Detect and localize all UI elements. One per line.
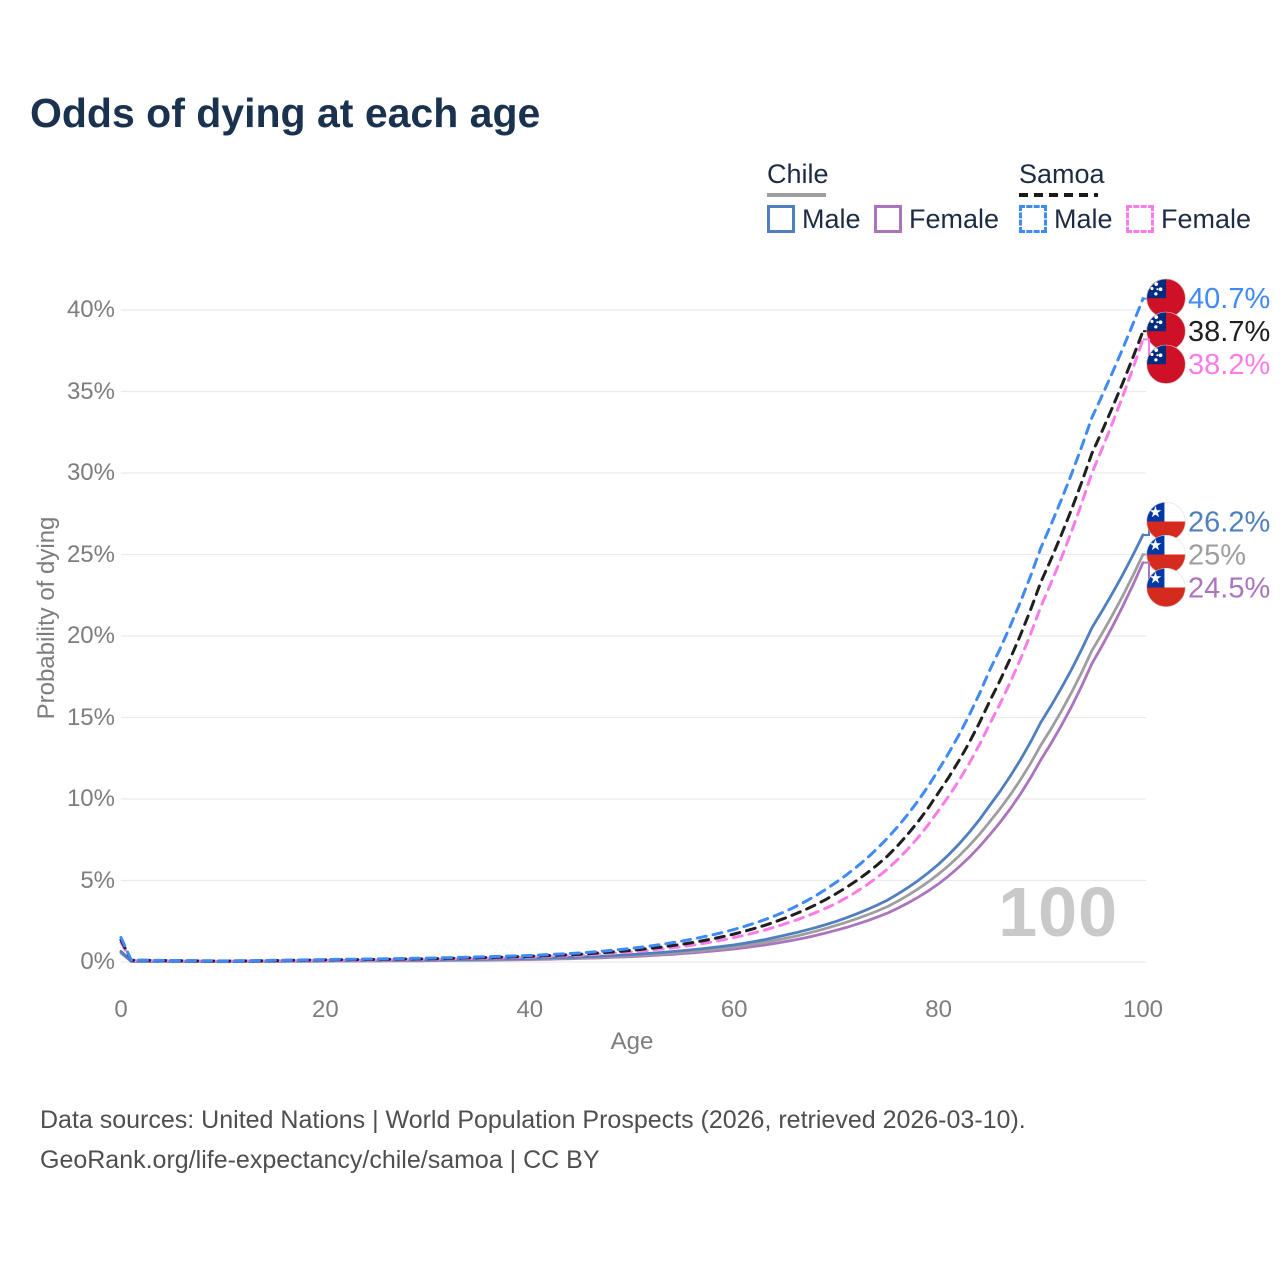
x-tick-label: 80: [925, 996, 952, 1023]
legend-group-samoa: Samoa: [1019, 159, 1105, 189]
chile-female-swatch-icon: [874, 205, 902, 233]
end-label-chile-both: 25%: [1188, 540, 1246, 572]
y-tick-label: 5%: [80, 866, 115, 894]
end-label-chile-female: 24.5%: [1188, 573, 1270, 605]
legend-underline-samoa: [1019, 193, 1098, 197]
samoa-both-line: [119, 329, 1145, 963]
y-axis-title: Probability of dying: [33, 516, 60, 720]
samoa-male-line: [119, 297, 1145, 963]
legend-underline-chile: [767, 193, 826, 197]
svg-text:★: ★: [1149, 504, 1163, 521]
y-tick-label: 20%: [66, 622, 115, 649]
end-label-chile-male: 26.2%: [1188, 507, 1270, 539]
samoa-female-line: [119, 337, 1145, 963]
samoa-flag-icon: [1146, 344, 1186, 384]
chile-flag-icon: ★: [1146, 502, 1186, 541]
legend-item-samoa-male[interactable]: Male: [1019, 204, 1113, 234]
y-tick-label: 25%: [66, 540, 115, 568]
legend-label: Female: [1161, 203, 1252, 234]
end-label-samoa-male: 40.7%: [1188, 283, 1270, 315]
x-tick-label: 40: [516, 996, 544, 1023]
y-tick-label: 35%: [66, 377, 115, 405]
footer-license: GeoRank.org/life-expectancy/chile/samoa …: [40, 1146, 600, 1174]
chile-both-line: [119, 553, 1145, 963]
age-watermark: 100: [998, 873, 1118, 951]
x-tick-label: 0: [114, 996, 128, 1023]
y-tick-label: 15%: [66, 703, 115, 731]
samoa-male-swatch-icon: [1019, 205, 1047, 233]
y-tick-label: 30%: [66, 459, 115, 486]
samoa-flag-icon: [1146, 311, 1186, 351]
chile-male-line: [119, 533, 1145, 963]
legend-label: Male: [802, 203, 861, 234]
legend-item-chile-female[interactable]: Female: [874, 204, 999, 234]
chile-female-line: [119, 561, 1145, 964]
x-tick-label: 20: [312, 996, 339, 1023]
x-tick-label: 100: [1122, 996, 1164, 1023]
legend-item-chile-male[interactable]: Male: [767, 204, 861, 234]
end-label-samoa-female: 38.2%: [1188, 349, 1270, 381]
chile-flag-icon: ★: [1146, 568, 1186, 607]
legend-item-samoa-female[interactable]: Female: [1126, 204, 1251, 234]
page-title: Odds of dying at each age: [30, 90, 541, 136]
legend-label: Male: [1054, 203, 1113, 234]
svg-text:★: ★: [1149, 570, 1163, 587]
y-tick-label: 40%: [66, 296, 115, 323]
y-tick-label: 0%: [80, 948, 115, 975]
end-label-samoa-both: 38.7%: [1188, 316, 1270, 348]
footer-sources: Data sources: United Nations | World Pop…: [40, 1106, 1026, 1134]
x-tick-label: 60: [720, 996, 748, 1023]
legend-group-chile: Chile: [767, 159, 829, 189]
legend-label: Female: [909, 203, 1000, 234]
svg-text:★: ★: [1149, 537, 1163, 554]
chile-male-swatch-icon: [767, 205, 795, 233]
samoa-female-swatch-icon: [1126, 205, 1154, 233]
x-axis-title: Age: [610, 1028, 654, 1055]
y-tick-label: 10%: [66, 785, 115, 812]
